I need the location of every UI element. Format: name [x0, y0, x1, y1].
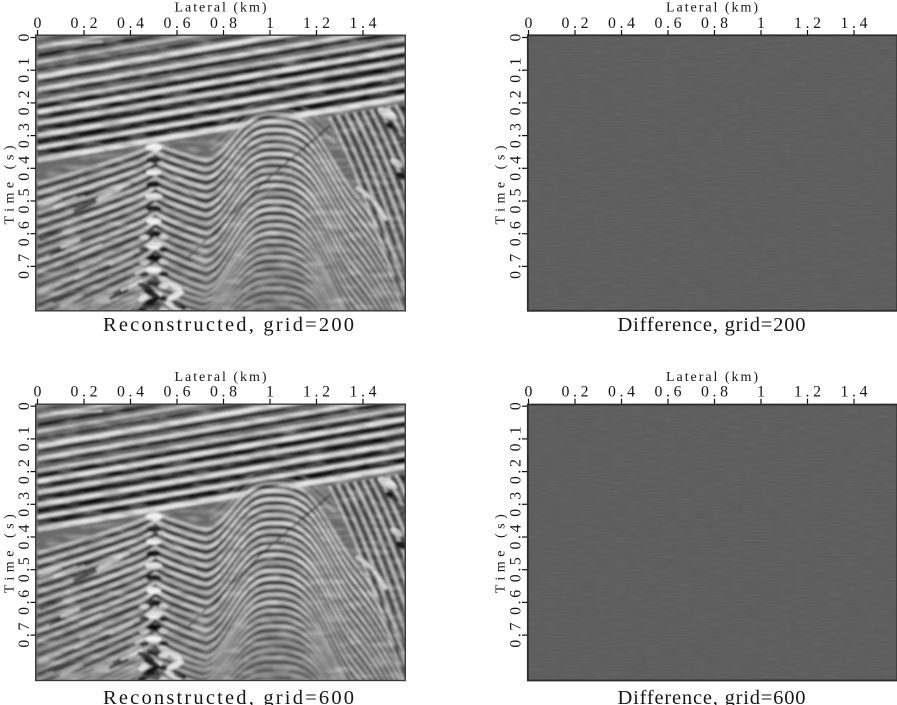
svg-text:0.3: 0.3	[508, 123, 525, 148]
svg-text:1.4: 1.4	[841, 384, 868, 401]
svg-text:Time (s): Time (s)	[3, 145, 18, 224]
svg-text:1: 1	[266, 384, 274, 401]
svg-text:0.1: 0.1	[16, 426, 33, 451]
svg-text:0.4: 0.4	[117, 384, 144, 401]
svg-text:0: 0	[34, 384, 42, 401]
svg-text:1.4: 1.4	[350, 15, 377, 32]
svg-text:1: 1	[757, 15, 765, 32]
svg-text:0.4: 0.4	[608, 15, 635, 32]
svg-text:1.2: 1.2	[794, 15, 821, 32]
svg-text:0: 0	[508, 402, 525, 410]
svg-text:0.2: 0.2	[16, 90, 33, 115]
svg-text:0: 0	[525, 15, 533, 32]
svg-text:0.8: 0.8	[701, 384, 728, 401]
svg-text:Time (s): Time (s)	[494, 145, 509, 224]
svg-text:Difference, grid=200: Difference, grid=200	[618, 314, 806, 336]
svg-text:0.4: 0.4	[16, 156, 33, 181]
svg-text:Reconstructed, grid=600: Reconstructed, grid=600	[103, 687, 354, 705]
svg-text:0.7: 0.7	[16, 254, 33, 279]
svg-text:1.2: 1.2	[303, 15, 330, 32]
svg-text:Reconstructed, grid=200: Reconstructed, grid=200	[103, 314, 354, 336]
svg-text:0: 0	[34, 15, 42, 32]
svg-text:0.1: 0.1	[16, 58, 33, 83]
svg-text:0.5: 0.5	[16, 557, 33, 582]
svg-text:0.2: 0.2	[562, 15, 589, 32]
svg-text:0.6: 0.6	[508, 590, 525, 615]
svg-text:0.4: 0.4	[16, 524, 33, 549]
svg-text:0.8: 0.8	[210, 15, 237, 32]
svg-text:1: 1	[757, 384, 765, 401]
svg-text:0.6: 0.6	[508, 221, 525, 246]
svg-text:0.4: 0.4	[608, 384, 635, 401]
svg-text:0.6: 0.6	[655, 15, 682, 32]
svg-text:0.3: 0.3	[508, 492, 525, 517]
svg-text:0.4: 0.4	[117, 15, 144, 32]
svg-text:0.2: 0.2	[508, 90, 525, 115]
svg-text:0.2: 0.2	[562, 384, 589, 401]
svg-text:Time (s): Time (s)	[494, 514, 509, 593]
svg-text:1: 1	[266, 15, 274, 32]
svg-text:0.5: 0.5	[508, 188, 525, 213]
svg-text:1.4: 1.4	[841, 15, 868, 32]
svg-text:0.5: 0.5	[16, 188, 33, 213]
svg-text:0.4: 0.4	[508, 524, 525, 549]
svg-text:0.3: 0.3	[16, 492, 33, 517]
svg-text:0: 0	[525, 384, 533, 401]
svg-text:Difference, grid=600: Difference, grid=600	[618, 687, 806, 705]
svg-text:0: 0	[16, 402, 33, 410]
svg-text:0.6: 0.6	[16, 221, 33, 246]
svg-text:0.2: 0.2	[71, 384, 98, 401]
svg-text:0.3: 0.3	[16, 123, 33, 148]
svg-text:0.6: 0.6	[16, 590, 33, 615]
svg-text:0: 0	[16, 33, 33, 41]
svg-text:0.7: 0.7	[16, 623, 33, 648]
svg-text:0.6: 0.6	[164, 384, 191, 401]
svg-text:0.7: 0.7	[508, 623, 525, 648]
svg-text:0.1: 0.1	[508, 58, 525, 83]
svg-text:Time (s): Time (s)	[3, 514, 18, 593]
svg-text:1.2: 1.2	[303, 384, 330, 401]
svg-text:0.5: 0.5	[508, 557, 525, 582]
svg-text:1.2: 1.2	[794, 384, 821, 401]
svg-text:0.2: 0.2	[508, 459, 525, 484]
svg-text:0.8: 0.8	[210, 384, 237, 401]
svg-text:0.8: 0.8	[701, 15, 728, 32]
svg-text:0.6: 0.6	[655, 384, 682, 401]
svg-text:0.2: 0.2	[16, 459, 33, 484]
svg-text:0: 0	[508, 33, 525, 41]
svg-text:0.7: 0.7	[508, 254, 525, 279]
svg-text:0.4: 0.4	[508, 156, 525, 181]
svg-text:1.4: 1.4	[350, 384, 377, 401]
svg-text:0.2: 0.2	[71, 15, 98, 32]
svg-text:0.1: 0.1	[508, 426, 525, 451]
svg-text:0.6: 0.6	[164, 15, 191, 32]
